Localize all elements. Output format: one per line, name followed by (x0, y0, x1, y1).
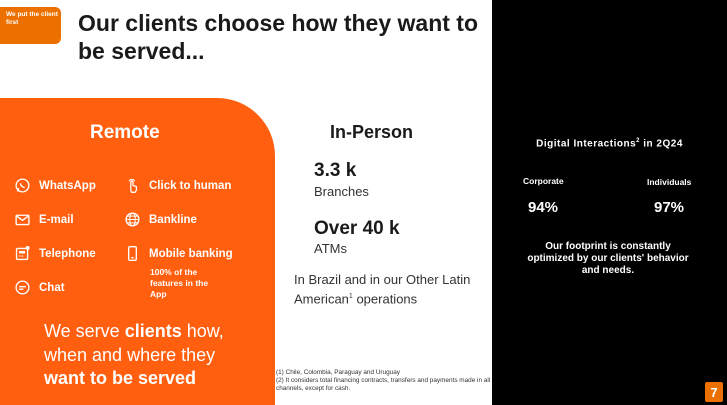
atms-label: ATMs (314, 241, 347, 256)
channel-label: Bankline (149, 213, 197, 226)
tagline-badge: We put the client first (0, 7, 61, 44)
footnotes: (1) Chile, Colombia, Paraguay and Urugua… (276, 369, 491, 393)
digital-panel: Digital Interactions2 in 2Q24 Corporate … (492, 0, 727, 405)
corporate-label: Corporate (523, 176, 564, 186)
remote-panel: Remote WhatsApp E-mail Telephone Chat Cl… (0, 98, 275, 405)
email-icon (14, 211, 31, 228)
individuals-value: 97% (654, 199, 685, 216)
channel-label: E-mail (39, 213, 74, 226)
branches-label: Branches (314, 184, 369, 199)
channel-email: E-mail (14, 211, 74, 228)
individuals-label: Individuals (647, 177, 692, 187)
footnote-1: (1) Chile, Colombia, Paraguay and Urugua… (276, 369, 400, 376)
channel-label: Click to human (149, 179, 232, 192)
page-number: 7 (705, 382, 723, 402)
footnote-2: (2) It considers total financing contrac… (276, 377, 491, 392)
mobile-phone-icon (124, 245, 141, 262)
atms-value: Over 40 k (314, 218, 400, 239)
in-person-title: In-Person (330, 122, 414, 142)
click-hand-icon (124, 177, 141, 194)
globe-icon (124, 211, 141, 228)
channel-label: Chat (39, 281, 65, 294)
channel-label: WhatsApp (39, 179, 96, 192)
channel-telephone: Telephone (14, 245, 96, 262)
serve-statement: We serve clients how, when and where the… (44, 321, 224, 388)
channel-mobile-banking: Mobile banking (124, 245, 233, 262)
digital-title: Digital Interactions2 in 2Q24 (536, 138, 683, 150)
whatsapp-icon (14, 177, 31, 194)
mobile-banking-note: 100% of the features in the App (150, 267, 209, 299)
footprint-text: Our footprint is constantly optimized by… (527, 241, 689, 276)
chat-icon (14, 279, 31, 296)
channel-label: Mobile banking (149, 247, 233, 260)
channel-whatsapp: WhatsApp (14, 177, 96, 194)
channel-click-to-human: Click to human (124, 177, 231, 194)
telephone-icon (14, 245, 31, 262)
corporate-value: 94% (528, 199, 559, 216)
channel-chat: Chat (14, 279, 65, 296)
page-title: Our clients choose how they want to be s… (78, 10, 478, 64)
remote-title: Remote (90, 122, 160, 143)
branches-value: 3.3 k (314, 160, 357, 181)
channel-label: Telephone (39, 247, 96, 260)
coverage-text: In Brazil and in our Other Latin America… (294, 272, 471, 307)
channel-bankline: Bankline (124, 211, 197, 228)
